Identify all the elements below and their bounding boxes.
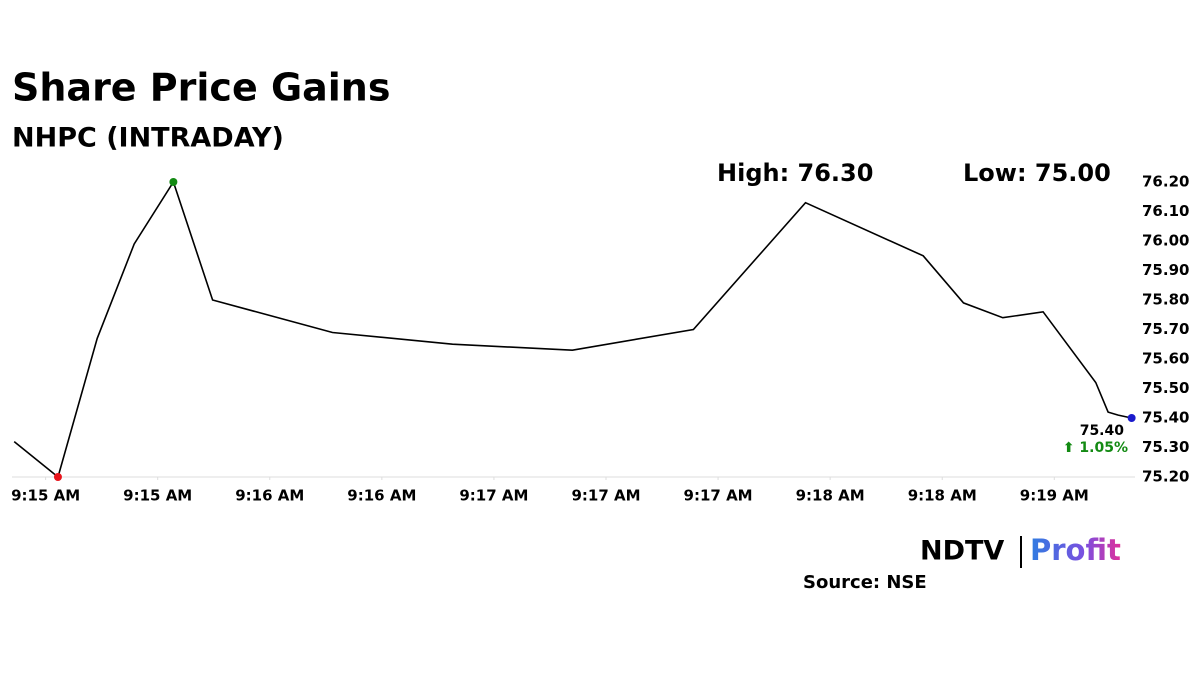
- change-label: ⬆ 1.05%: [1063, 440, 1128, 456]
- x-tick-label: 9:16 AM: [347, 487, 416, 505]
- x-tick-label: 9:17 AM: [571, 487, 640, 505]
- low-annotation: Low: 75.00: [963, 159, 1111, 187]
- y-tick-label: 75.50: [1142, 379, 1189, 397]
- logo-ndtv: NDTV: [920, 536, 1004, 567]
- last-marker: [1127, 414, 1136, 422]
- x-tick-label: 9:18 AM: [796, 487, 865, 505]
- y-tick-label: 75.70: [1142, 320, 1189, 338]
- y-tick-label: 75.60: [1142, 350, 1189, 368]
- price-line: [13, 180, 1132, 479]
- y-tick-label: 75.80: [1142, 291, 1189, 309]
- high-annotation: High: 76.30: [717, 159, 873, 187]
- x-tick-label: 9:15 AM: [123, 487, 192, 505]
- x-tick-label: 9:16 AM: [235, 487, 304, 505]
- y-tick-label: 75.30: [1142, 438, 1189, 456]
- x-tick-label: 9:19 AM: [1020, 487, 1089, 505]
- y-tick-label: 76.20: [1142, 173, 1189, 191]
- chart-title: Share Price Gains: [12, 66, 390, 110]
- y-tick-label: 76.00: [1142, 232, 1189, 250]
- last-value-label: 75.40: [1080, 423, 1125, 439]
- logo-profit: Profit: [1030, 533, 1121, 567]
- chart-subtitle: NHPC (INTRADAY): [12, 123, 284, 154]
- y-tick-label: 75.90: [1142, 261, 1189, 279]
- max-marker: [169, 178, 178, 186]
- source: Source: NSE: [803, 572, 927, 593]
- x-tick-label: 9:18 AM: [908, 487, 977, 505]
- min-marker: [53, 473, 62, 481]
- y-tick-label: 75.20: [1142, 468, 1189, 486]
- y-tick-label: 76.10: [1142, 202, 1189, 220]
- x-tick-label: 9:15 AM: [11, 487, 80, 505]
- x-tick-label: 9:17 AM: [459, 487, 528, 505]
- x-tick-label: 9:17 AM: [684, 487, 753, 505]
- y-tick-label: 75.40: [1142, 409, 1189, 427]
